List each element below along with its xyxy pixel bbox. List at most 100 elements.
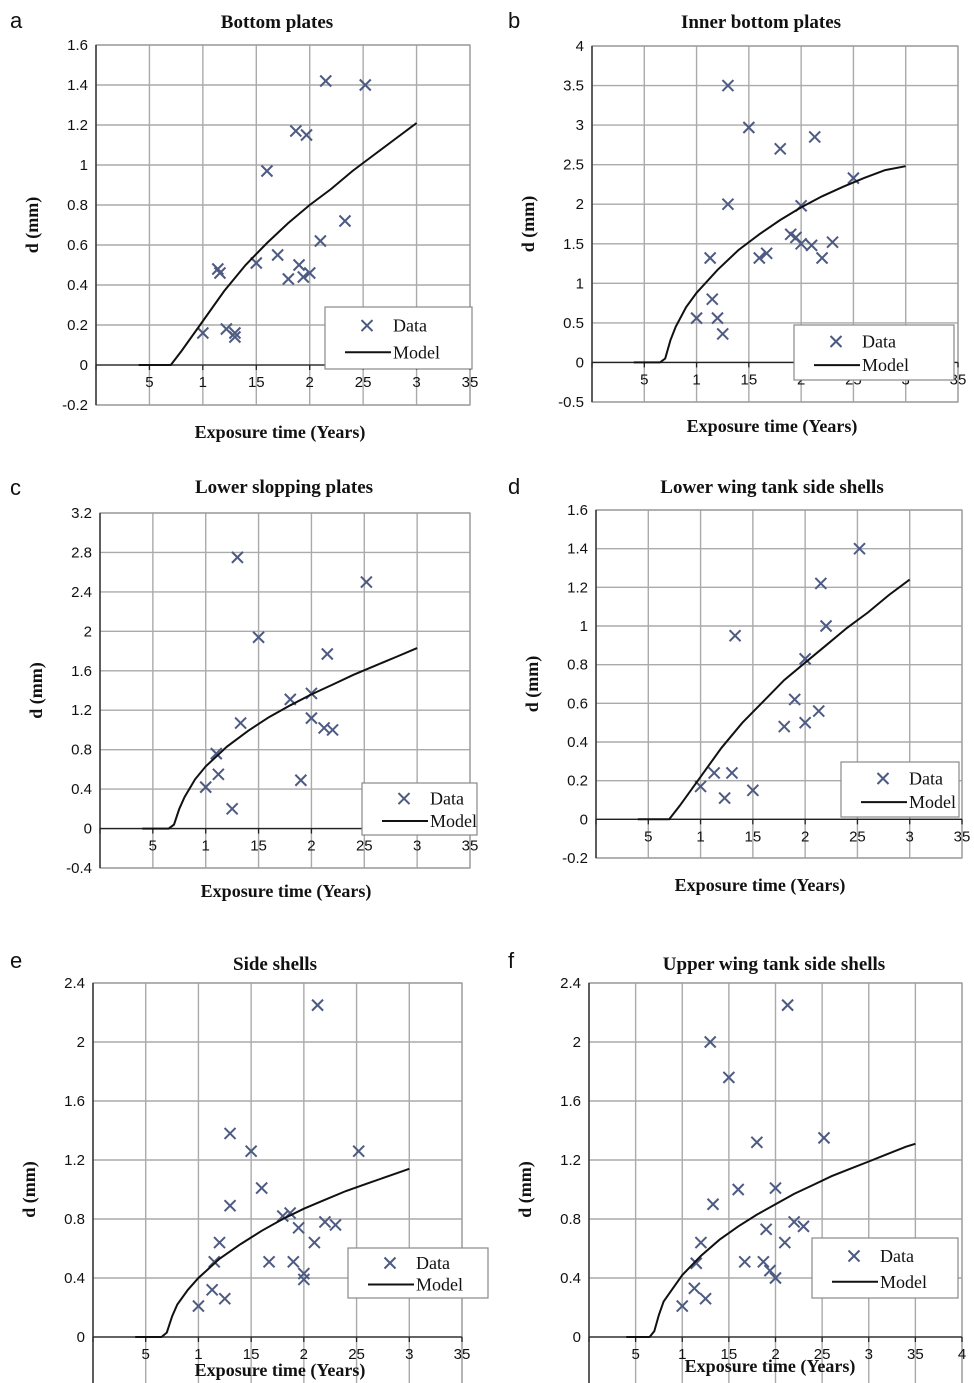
- x-tick-label: 15: [250, 838, 267, 855]
- chart-panel-b: b Inner bottom plates -0.5 0 0.5 1 1.5 2 2.5 3 3.5…: [508, 8, 966, 437]
- x-tick-label: 3: [413, 838, 421, 855]
- legend-label-data: Data: [909, 769, 943, 789]
- data-point: [210, 747, 223, 760]
- y-tick-label: 1.6: [64, 1093, 85, 1110]
- data-point: [711, 311, 724, 325]
- data-point: [303, 266, 316, 280]
- data-point: [319, 74, 332, 88]
- data-point: [826, 235, 839, 249]
- data-point: [314, 234, 327, 248]
- x-tick-label: 1: [692, 371, 700, 388]
- legend-marker-data: [876, 772, 890, 785]
- y-tick-label: 0.4: [560, 1270, 581, 1287]
- y-tick-label: 1: [80, 157, 88, 174]
- x-axis-label: Exposure time (Years): [195, 422, 366, 443]
- chart-title: Bottom plates: [221, 12, 333, 33]
- y-tick-label: 0.6: [567, 695, 588, 712]
- data-point: [205, 1283, 219, 1297]
- data-point: [722, 1071, 736, 1084]
- y-tick-label: 1.2: [71, 702, 92, 719]
- model-line: [633, 165, 906, 364]
- data-point: [805, 239, 818, 252]
- data-point: [326, 723, 339, 737]
- data-point: [788, 693, 801, 706]
- data-point: [753, 251, 766, 265]
- y-tick-label: 2: [77, 1034, 85, 1051]
- y-tick-label: 3: [576, 117, 584, 134]
- chart-title: Lower slopping plates: [195, 477, 373, 498]
- data-point: [716, 327, 729, 341]
- y-axis-label: d (mm): [515, 1161, 536, 1218]
- data-point: [704, 1035, 717, 1049]
- y-tick-label: 2.4: [71, 584, 92, 601]
- data-point: [329, 1218, 342, 1232]
- data-point: [718, 791, 731, 805]
- data-point: [760, 247, 773, 260]
- data-point: [271, 248, 284, 262]
- data-point: [360, 575, 373, 589]
- x-axis-label: Exposure time (Years): [687, 416, 858, 437]
- chart-title: Inner bottom plates: [681, 12, 841, 33]
- y-tick-label: 2.4: [560, 975, 581, 992]
- legend-label-model: Model: [393, 342, 440, 362]
- y-tick-label: 0.8: [67, 197, 88, 214]
- x-tick-label: 25: [355, 374, 372, 391]
- data-point: [778, 720, 791, 733]
- y-tick-label: -0.2: [562, 850, 588, 867]
- data-point: [728, 629, 742, 642]
- y-tick-label: 0: [573, 1329, 581, 1346]
- model-line: [637, 578, 911, 821]
- y-axis-label: d (mm): [26, 662, 47, 719]
- data-point: [769, 1271, 782, 1285]
- x-tick-label: 2: [771, 1346, 779, 1363]
- data-point: [300, 128, 313, 142]
- y-tick-label: 0.4: [71, 781, 92, 798]
- legend-label-data: Data: [430, 789, 464, 809]
- x-tick-label: 4: [958, 1346, 966, 1363]
- data-point: [260, 164, 274, 178]
- data-point: [234, 716, 247, 730]
- data-point: [757, 1255, 770, 1268]
- data-point: [774, 142, 787, 156]
- data-point: [276, 1209, 289, 1223]
- y-axis-label: d (mm): [522, 656, 543, 713]
- x-tick-label: 5: [644, 828, 652, 845]
- y-tick-label: 0.8: [64, 1211, 85, 1228]
- y-tick-label: 1.2: [64, 1152, 85, 1169]
- y-tick-label: 0.8: [567, 657, 588, 674]
- x-tick-label: 25: [348, 1346, 365, 1363]
- data-point: [798, 652, 812, 666]
- data-point: [819, 619, 833, 633]
- data-point: [815, 251, 829, 265]
- data-point: [352, 1144, 365, 1158]
- data-point: [769, 1181, 782, 1195]
- data-point: [218, 1292, 231, 1305]
- data-point: [305, 711, 318, 725]
- data-point: [287, 1255, 300, 1268]
- y-tick-label: -0.4: [66, 860, 92, 877]
- x-tick-label: 3: [865, 1346, 873, 1363]
- data-point: [292, 258, 306, 272]
- data-point: [308, 1236, 321, 1249]
- y-tick-label: 1.6: [560, 1093, 581, 1110]
- data-point: [231, 551, 244, 564]
- x-axis-label: Exposure time (Years): [195, 1360, 366, 1381]
- legend-label-data: Data: [862, 332, 896, 352]
- x-tick-label: 5: [149, 838, 157, 855]
- data-point: [763, 1264, 777, 1277]
- x-tick-label: 15: [721, 1346, 738, 1363]
- y-tick-label: 2: [573, 1034, 581, 1051]
- y-tick-label: 1.4: [567, 541, 588, 558]
- x-tick-label: 5: [640, 371, 648, 388]
- y-tick-label: 1: [576, 275, 584, 292]
- x-tick-label: 2: [306, 374, 314, 391]
- y-tick-label: 0.4: [64, 1270, 85, 1287]
- x-tick-label: 1: [202, 838, 210, 855]
- x-tick-label: 15: [248, 374, 265, 391]
- data-point: [223, 1127, 237, 1140]
- y-tick-label: 0: [77, 1329, 85, 1346]
- legend-label-model: Model: [909, 792, 956, 812]
